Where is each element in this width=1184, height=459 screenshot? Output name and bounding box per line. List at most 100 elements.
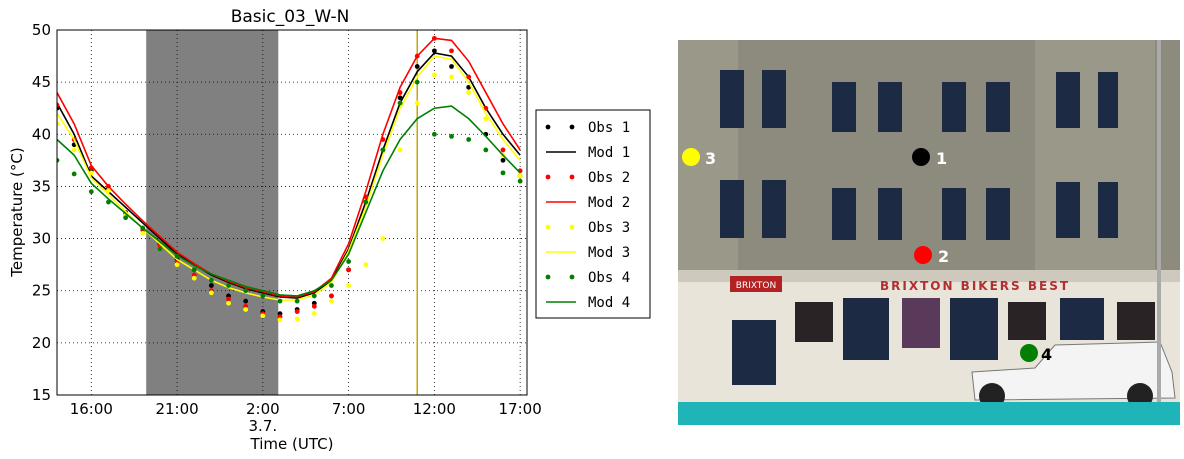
series-line xyxy=(57,37,521,298)
x-tick-label: 2:00 xyxy=(246,400,280,418)
series-point xyxy=(466,90,472,95)
series-point xyxy=(346,259,352,264)
series-line xyxy=(57,105,521,297)
series-point xyxy=(466,74,472,80)
window xyxy=(762,180,786,238)
series-point xyxy=(449,64,454,69)
series-point xyxy=(329,283,334,288)
legend-label: Mod 2 xyxy=(588,195,630,211)
cornice xyxy=(678,270,1180,282)
series-point xyxy=(140,230,146,236)
legend-box xyxy=(535,109,651,319)
series-point xyxy=(414,64,420,69)
series-point xyxy=(260,293,266,299)
series-point xyxy=(157,246,163,252)
series-point xyxy=(397,100,403,106)
series-point xyxy=(466,137,472,142)
series-line xyxy=(57,52,521,299)
poster xyxy=(1008,302,1046,340)
windows xyxy=(720,70,1118,385)
window xyxy=(1056,72,1080,128)
plot: 15 20 25 30 35 40 45 50 16:00 21:00 2:00 7:00 12:00 1… xyxy=(32,21,651,435)
marker xyxy=(912,148,930,166)
series-point xyxy=(277,317,283,323)
series-point xyxy=(346,267,352,273)
poster xyxy=(902,298,940,348)
y-tick-label: 15 xyxy=(32,386,51,404)
window xyxy=(1098,182,1118,238)
series-point xyxy=(294,316,300,322)
series-group xyxy=(57,35,523,323)
series-point xyxy=(208,290,214,296)
series-point xyxy=(243,288,249,294)
series-point xyxy=(517,178,523,184)
window xyxy=(832,188,856,240)
legend-marker xyxy=(545,274,551,280)
series-point xyxy=(449,74,454,80)
marker-label: 4 xyxy=(1041,345,1052,364)
series-point xyxy=(483,116,489,122)
legend-marker xyxy=(569,174,575,180)
chart-title: Basic_03_W-N xyxy=(231,7,350,27)
y-tick-label: 25 xyxy=(32,282,51,300)
series-point xyxy=(226,296,231,302)
window xyxy=(942,82,966,132)
series-point xyxy=(449,48,454,54)
series-point xyxy=(363,262,369,268)
marker-label: 1 xyxy=(936,149,947,168)
x-tick-label: 7:00 xyxy=(332,400,366,418)
series-point xyxy=(449,133,454,139)
series-point xyxy=(483,105,489,111)
door xyxy=(732,320,776,385)
window xyxy=(1098,72,1118,128)
window xyxy=(986,188,1010,240)
series-point xyxy=(191,267,197,273)
series-point xyxy=(380,236,386,241)
series-point xyxy=(71,171,77,177)
series-point xyxy=(243,298,249,304)
series-point xyxy=(431,131,437,137)
plot-frame xyxy=(56,29,528,396)
x-tick-label: 16:00 xyxy=(70,400,113,418)
y-tick-label: 20 xyxy=(32,334,51,352)
window xyxy=(878,82,902,132)
legend-marker xyxy=(545,224,551,230)
y-tick-label: 50 xyxy=(32,21,51,39)
series-point xyxy=(363,199,369,205)
series-point xyxy=(174,262,180,268)
series-point xyxy=(466,84,472,90)
series-point xyxy=(311,303,317,309)
legend-label: Obs 3 xyxy=(588,220,630,236)
window xyxy=(720,180,744,238)
legend-marker xyxy=(569,274,575,280)
marker-label: 2 xyxy=(938,247,949,266)
y-tick-label: 35 xyxy=(32,177,51,195)
series-point xyxy=(414,79,420,85)
x-tick-label: 17:00 xyxy=(499,400,542,418)
series-point xyxy=(380,147,386,153)
series-point xyxy=(414,100,420,106)
x-axis-label: Time (UTC) xyxy=(250,435,334,453)
car xyxy=(971,341,1176,401)
series-point xyxy=(311,311,317,317)
sign: BRIXTON BIKERS BEST xyxy=(880,279,1070,293)
window xyxy=(832,82,856,132)
marker xyxy=(1020,344,1038,362)
legend-label: Mod 1 xyxy=(588,145,630,161)
road xyxy=(678,402,1180,425)
legend-label: Obs 4 xyxy=(588,270,630,286)
date-label: 3.7. xyxy=(249,417,278,435)
legend-marker xyxy=(545,174,551,180)
window xyxy=(878,188,902,240)
series-point xyxy=(517,173,523,179)
series-point xyxy=(106,188,111,194)
series-point xyxy=(57,102,60,108)
shop-window xyxy=(950,298,998,360)
series-point xyxy=(226,283,231,288)
bay xyxy=(1035,40,1155,280)
legend-marker xyxy=(569,224,575,230)
legend-label: Obs 1 xyxy=(588,120,630,136)
sign: BRIXTON xyxy=(736,281,776,291)
series-point xyxy=(397,95,403,101)
